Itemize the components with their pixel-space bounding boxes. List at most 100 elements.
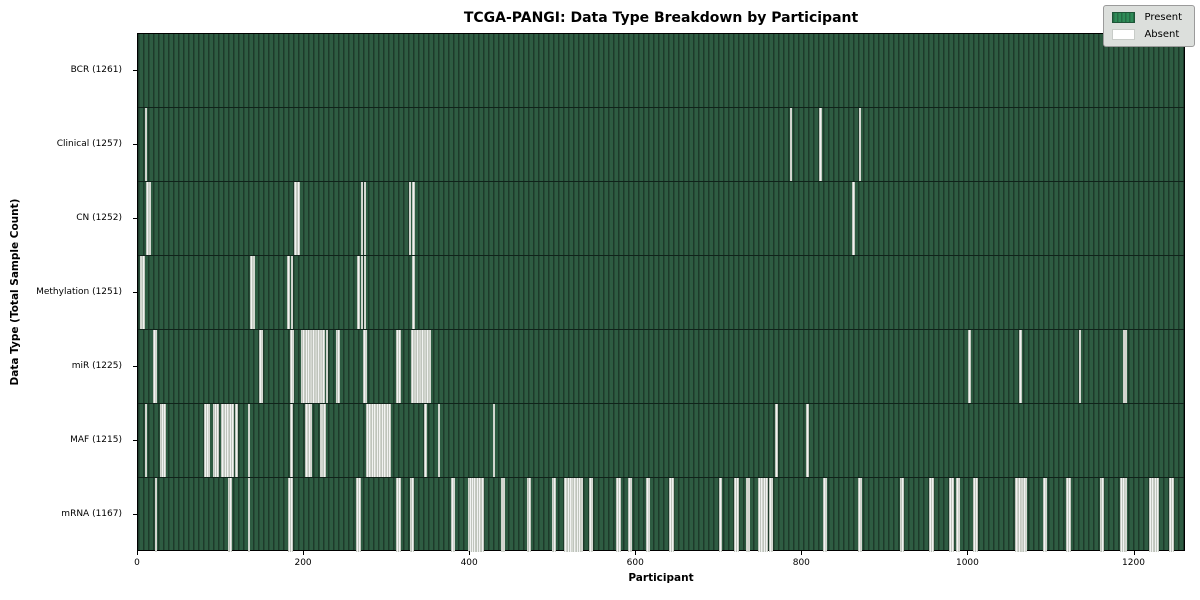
absent-stripe — [567, 478, 570, 552]
absent-stripe — [968, 330, 972, 403]
absent-stripe — [500, 478, 504, 552]
y-tick-label-BCR: BCR (1261) — [70, 65, 122, 75]
legend-entry-present: Present — [1112, 12, 1182, 23]
absent-stripe — [356, 478, 359, 552]
absent-swatch-icon — [1112, 29, 1136, 40]
absent-stripe — [818, 108, 822, 181]
absent-stripe — [671, 478, 674, 552]
absent-stripe — [152, 330, 156, 403]
absent-stripe — [617, 478, 621, 552]
legend-absent-label: Absent — [1144, 29, 1180, 40]
absent-stripe — [1068, 478, 1071, 552]
absent-stripe — [1122, 478, 1125, 552]
x-tick-label-1200: 1200 — [1122, 558, 1145, 568]
absent-stripe — [1169, 478, 1172, 552]
absent-stripe — [1151, 478, 1154, 552]
absent-stripe — [570, 478, 574, 552]
absent-stripe — [824, 478, 828, 552]
absent-stripe — [411, 330, 414, 403]
absent-stripe — [325, 330, 329, 403]
absent-stripe — [227, 478, 231, 552]
absent-stripe — [162, 404, 166, 477]
absent-stripe — [260, 330, 264, 403]
y-tick-label-mRNA: mRNA (1167) — [61, 509, 122, 519]
legend: Present Absent — [1103, 5, 1195, 47]
absent-stripe — [252, 256, 256, 329]
absent-stripe — [576, 478, 580, 552]
absent-stripe — [551, 478, 555, 552]
absent-stripe — [408, 182, 412, 255]
absent-stripe — [371, 404, 374, 477]
absent-stripe — [471, 478, 474, 552]
absent-stripe — [360, 182, 364, 255]
heatmap-row-mRNA — [138, 478, 1184, 552]
absent-stripe — [857, 478, 861, 552]
absent-stripe — [646, 478, 649, 552]
x-tick — [137, 551, 138, 555]
y-tick — [133, 292, 137, 293]
legend-entry-absent: Absent — [1112, 29, 1182, 40]
absent-stripe — [789, 108, 793, 181]
absent-stripe — [321, 404, 325, 477]
absent-stripe — [369, 404, 373, 477]
absent-stripe — [363, 182, 367, 255]
absent-stripe — [309, 330, 313, 403]
absent-stripe — [377, 404, 381, 477]
x-tick — [635, 551, 637, 555]
absent-stripe — [289, 330, 293, 403]
absent-stripe — [424, 404, 428, 477]
absent-stripe — [761, 478, 765, 552]
absent-stripe — [418, 330, 422, 403]
absent-stripe — [929, 478, 932, 552]
absent-stripe — [412, 256, 415, 329]
absent-stripe — [360, 256, 364, 329]
absent-stripe — [221, 404, 224, 477]
absent-stripe — [411, 478, 414, 552]
present-swatch-icon — [1112, 12, 1136, 23]
x-tick-label-800: 800 — [792, 558, 810, 568]
absent-stripe — [335, 330, 339, 403]
y-tick — [133, 514, 137, 515]
absent-stripe — [250, 256, 253, 329]
absent-stripe — [647, 478, 651, 552]
absent-stripe — [416, 330, 419, 403]
absent-stripe — [1101, 478, 1104, 552]
absent-stripe — [437, 404, 441, 477]
absent-stripe — [629, 478, 633, 552]
absent-stripe — [1014, 478, 1018, 552]
absent-stripe — [747, 478, 751, 552]
absent-stripe — [227, 404, 231, 477]
absent-stripe — [426, 330, 429, 403]
absent-stripe — [312, 330, 315, 403]
y-tick — [133, 70, 137, 71]
absent-stripe — [294, 182, 297, 255]
absent-stripe — [950, 478, 954, 552]
y-tick-label-miR: miR (1225) — [71, 361, 122, 371]
absent-stripe — [161, 404, 164, 477]
absent-stripe — [247, 478, 251, 552]
absent-stripe — [770, 478, 774, 552]
absent-stripe — [759, 478, 763, 552]
absent-stripe — [337, 330, 340, 403]
absent-stripe — [309, 404, 313, 477]
absent-stripe — [858, 108, 862, 181]
absent-stripe — [573, 478, 576, 552]
absent-stripe — [957, 478, 961, 552]
x-tick — [469, 551, 471, 555]
absent-stripe — [1099, 478, 1103, 552]
absent-stripe — [144, 404, 148, 477]
absent-stripe — [290, 256, 294, 329]
absent-stripe — [475, 478, 479, 552]
absent-stripe — [374, 404, 378, 477]
absent-stripe — [289, 478, 293, 552]
absent-stripe — [1149, 478, 1153, 552]
absent-stripe — [297, 182, 301, 255]
absent-stripe — [214, 404, 217, 477]
absent-stripe — [386, 404, 389, 477]
x-tick-label-600: 600 — [626, 558, 644, 568]
absent-stripe — [1066, 478, 1069, 552]
absent-stripe — [146, 182, 149, 255]
absent-stripe — [574, 478, 578, 552]
absent-stripe — [806, 404, 810, 477]
x-tick — [801, 551, 803, 555]
